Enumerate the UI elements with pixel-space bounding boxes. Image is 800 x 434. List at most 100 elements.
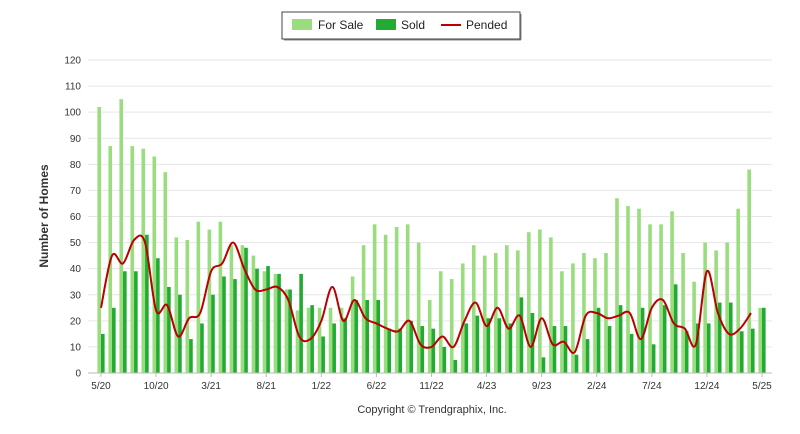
bar-for-sale (141, 148, 146, 373)
bar-for-sale (196, 221, 201, 373)
y-tick-label: 0 (75, 369, 81, 380)
bars (97, 99, 766, 374)
bar-for-sale (174, 237, 179, 373)
bar-sold (156, 258, 160, 373)
x-tick-label: 11/22 (419, 381, 444, 392)
bar-for-sale (185, 239, 190, 373)
bar-sold (134, 271, 138, 373)
legend: For Sale Sold Pended (281, 11, 522, 41)
bar-sold (618, 305, 623, 373)
bar-for-sale (163, 172, 168, 373)
bar-for-sale (692, 281, 696, 373)
bar-sold (354, 299, 358, 373)
bar-sold (189, 339, 193, 373)
bar-for-sale (130, 146, 135, 373)
x-tick-label: 6/22 (367, 381, 387, 392)
bar-sold (200, 323, 204, 373)
bar-for-sale (449, 279, 454, 373)
bar-sold (762, 307, 766, 373)
bar-for-sale (438, 271, 443, 373)
bar-for-sale (229, 245, 234, 373)
bar-for-sale (328, 307, 333, 373)
bar-for-sale (582, 253, 586, 373)
bar-sold (255, 268, 259, 373)
bar-sold (508, 323, 513, 373)
bar-for-sale (648, 224, 652, 373)
bar-sold (728, 302, 733, 373)
bar-sold (376, 299, 381, 373)
bar-sold (596, 307, 601, 373)
bar-for-sale (571, 263, 575, 373)
bar-sold (321, 336, 325, 373)
x-tick-label: 1/22 (312, 381, 332, 392)
bar-sold (420, 326, 425, 373)
x-tick-label: 7/24 (642, 381, 662, 392)
bar-for-sale (405, 224, 410, 373)
y-tick-label: 20 (70, 316, 82, 327)
bar-for-sale (626, 206, 630, 373)
bar-sold (222, 276, 226, 373)
bar-sold (299, 273, 303, 373)
pended-line (100, 234, 752, 354)
bar-for-sale (747, 169, 751, 373)
bar-for-sale (494, 253, 498, 373)
bar-for-sale (714, 250, 718, 373)
x-tick-label: 3/21 (201, 381, 221, 392)
y-tick-label: 100 (64, 108, 81, 119)
bar-sold (310, 305, 314, 373)
bar-for-sale (350, 276, 355, 373)
y-tick-label: 70 (70, 186, 82, 197)
x-tick-label: 5/20 (91, 381, 111, 392)
bar-sold (145, 234, 149, 373)
bar-for-sale (670, 211, 674, 373)
bar-sold (266, 266, 270, 373)
bar-for-sale (527, 232, 531, 373)
bar-for-sale (460, 263, 465, 373)
bar-for-sale (317, 307, 322, 373)
bar-sold (387, 328, 392, 373)
bar-sold (717, 302, 722, 373)
bar-sold (651, 344, 656, 373)
bar-for-sale (681, 253, 685, 373)
legend-label-sold: Sold (401, 18, 425, 32)
bar-sold (365, 299, 369, 373)
bar-for-sale (604, 253, 608, 373)
bar-for-sale (372, 224, 377, 373)
x-tick-label: 10/20 (144, 381, 169, 392)
y-tick-label: 120 (64, 56, 81, 67)
bar-sold (398, 328, 403, 373)
y-tick-label: 60 (70, 212, 82, 223)
bar-for-sale (637, 208, 641, 373)
bar-sold (101, 333, 105, 374)
legend-swatch-for-sale (292, 19, 312, 30)
bar-sold (497, 318, 502, 373)
bar-for-sale (471, 245, 476, 373)
legend-label-for-sale: For Sale (318, 18, 364, 32)
bar-sold (123, 271, 127, 373)
bar-for-sale (560, 271, 564, 373)
bar-for-sale (119, 99, 124, 374)
bar-sold (442, 346, 447, 373)
bar-for-sale (284, 289, 289, 373)
bar-sold (519, 297, 524, 373)
bar-sold (585, 339, 590, 373)
bar-for-sale (615, 198, 619, 373)
bar-sold (541, 357, 546, 373)
bar-for-sale (516, 250, 520, 373)
bar-for-sale (416, 242, 421, 373)
bar-for-sale (97, 106, 101, 373)
bar-for-sale (427, 299, 432, 373)
bar-sold (409, 320, 414, 373)
copyright-credit: Copyright © Trendgraphix, Inc. (357, 404, 506, 416)
bar-sold (431, 328, 436, 373)
gridlines (88, 59, 772, 348)
bar-sold (464, 323, 469, 373)
y-tick-label: 110 (65, 82, 81, 93)
bar-sold (739, 331, 744, 373)
bar-for-sale (218, 221, 223, 373)
bar-for-sale (207, 229, 212, 373)
bar-for-sale (240, 245, 245, 373)
bar-sold (629, 333, 634, 374)
bar-for-sale (505, 245, 509, 373)
